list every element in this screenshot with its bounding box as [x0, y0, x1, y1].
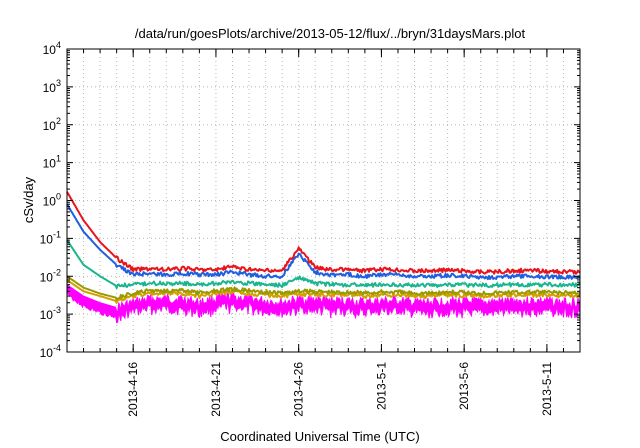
x-tick-labels: 2013-4-16 2013-4-21 2013-4-26 2013-5-1 2013-…: [126, 362, 554, 417]
y-tick-label: 103: [43, 78, 61, 95]
series-1-line: [66, 279, 581, 304]
plot-frame: [66, 48, 581, 353]
y-tick-label: 101: [43, 154, 61, 171]
y-axis-label: cSv/day: [21, 176, 36, 223]
x-tick-label: 2013-4-26: [292, 362, 306, 417]
y-tick-label: 10-2: [40, 267, 61, 284]
y-tick-labels: 10-4 10-3 10-2 10-1 100 101 102 103 104: [40, 40, 61, 360]
y-tick-label: 10-4: [40, 343, 61, 360]
series-group: [66, 191, 581, 324]
x-tick-label: 2013-4-21: [209, 362, 223, 417]
x-axis-label: Coordinated Universal Time (UTC): [220, 429, 419, 444]
x-tick-label: 2013-5-11: [540, 362, 554, 416]
y-tick-label: 100: [43, 192, 61, 209]
series-3-line: [66, 239, 581, 289]
y-tick-label: 10-1: [40, 229, 61, 246]
axes: [66, 48, 581, 353]
x-tick-label: 2013-5-1: [374, 362, 388, 410]
y-tick-label: 10-3: [40, 305, 61, 322]
x-tick-label: 2013-5-6: [457, 362, 471, 410]
y-tick-label: 104: [43, 40, 61, 57]
series-4-line: [66, 203, 581, 281]
series-5-line: [66, 191, 581, 275]
series-2-line: [66, 275, 581, 301]
y-tick-label: 102: [43, 116, 61, 133]
chart-title: /data/run/goesPlots/archive/2013-05-12/f…: [135, 26, 526, 41]
x-tick-label: 2013-4-16: [126, 362, 140, 417]
